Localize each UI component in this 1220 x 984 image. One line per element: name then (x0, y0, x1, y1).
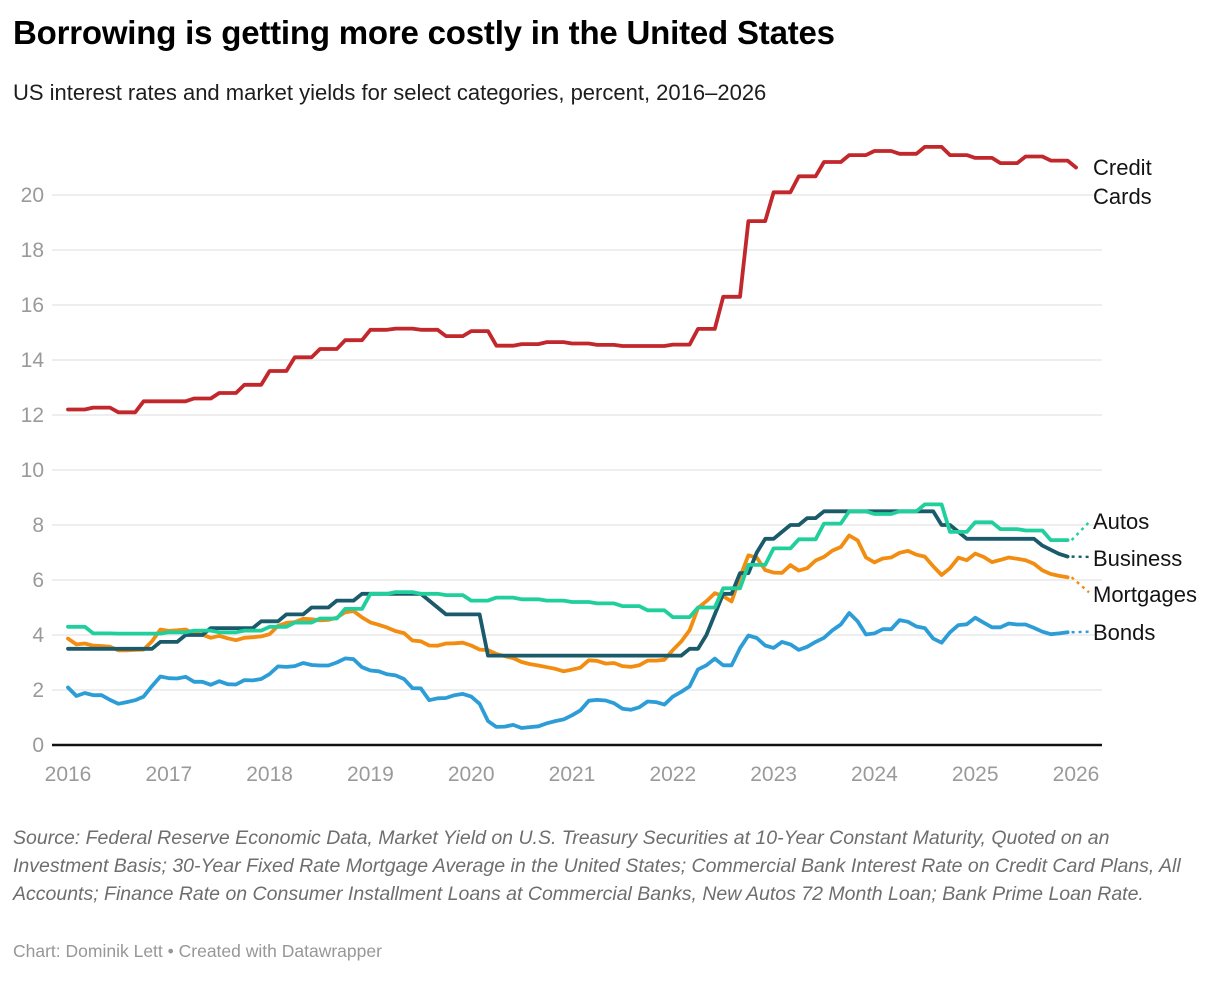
x-tick-label: 2016 (45, 763, 92, 786)
y-tick-label: 0 (32, 734, 44, 757)
y-tick-label: 16 (21, 294, 44, 317)
y-tick-label: 14 (21, 349, 45, 372)
y-tick-label: 18 (21, 239, 44, 262)
series-line-autos (66, 502, 1070, 636)
series-label-autos: Autos (1093, 509, 1150, 534)
y-tick-label: 4 (32, 624, 44, 647)
x-tick-label: 2021 (549, 763, 596, 786)
chart-title: Borrowing is getting more costly in the … (13, 14, 835, 51)
y-tick-label: 10 (21, 459, 44, 482)
source-note: Source: Federal Reserve Economic Data, M… (13, 827, 1181, 905)
series-line-bonds (66, 611, 1070, 730)
series-label-bonds: Bonds (1093, 620, 1156, 645)
x-tick-label: 2024 (851, 763, 898, 786)
chart-subtitle: US interest rates and market yields for … (13, 80, 767, 105)
x-tick-label: 2022 (649, 763, 696, 786)
series-label-credit-cards: Credit Cards (1093, 155, 1152, 209)
x-tick-label: 2019 (347, 763, 394, 786)
x-tick-label: 2018 (246, 763, 293, 786)
x-tick-label: 2020 (448, 763, 495, 786)
x-tick-label: 2017 (145, 763, 192, 786)
series-line-mortgages (66, 533, 1070, 674)
y-tick-label: 6 (32, 569, 44, 592)
line-chart-plot: 0 2 4 6 8 10 12 14 16 18 20 2016 2017 2018 2019 2020 202… (21, 144, 1102, 786)
series-label-business: Business (1093, 546, 1183, 571)
y-tick-label: 8 (32, 514, 44, 537)
chart-byline: Chart: Dominik Lett • Created with Dataw… (13, 941, 382, 961)
y-tick-label: 12 (21, 404, 44, 427)
y-tick-label: 20 (21, 184, 44, 207)
x-tick-label: 2026 (1053, 763, 1100, 786)
series-line-credit-cards (66, 144, 1078, 415)
x-tick-label: 2023 (750, 763, 797, 786)
label-connector (1071, 630, 1090, 634)
series-label-mortgages: Mortgages (1093, 582, 1197, 607)
x-tick-label: 2025 (952, 763, 999, 786)
y-tick-label: 2 (32, 679, 44, 702)
